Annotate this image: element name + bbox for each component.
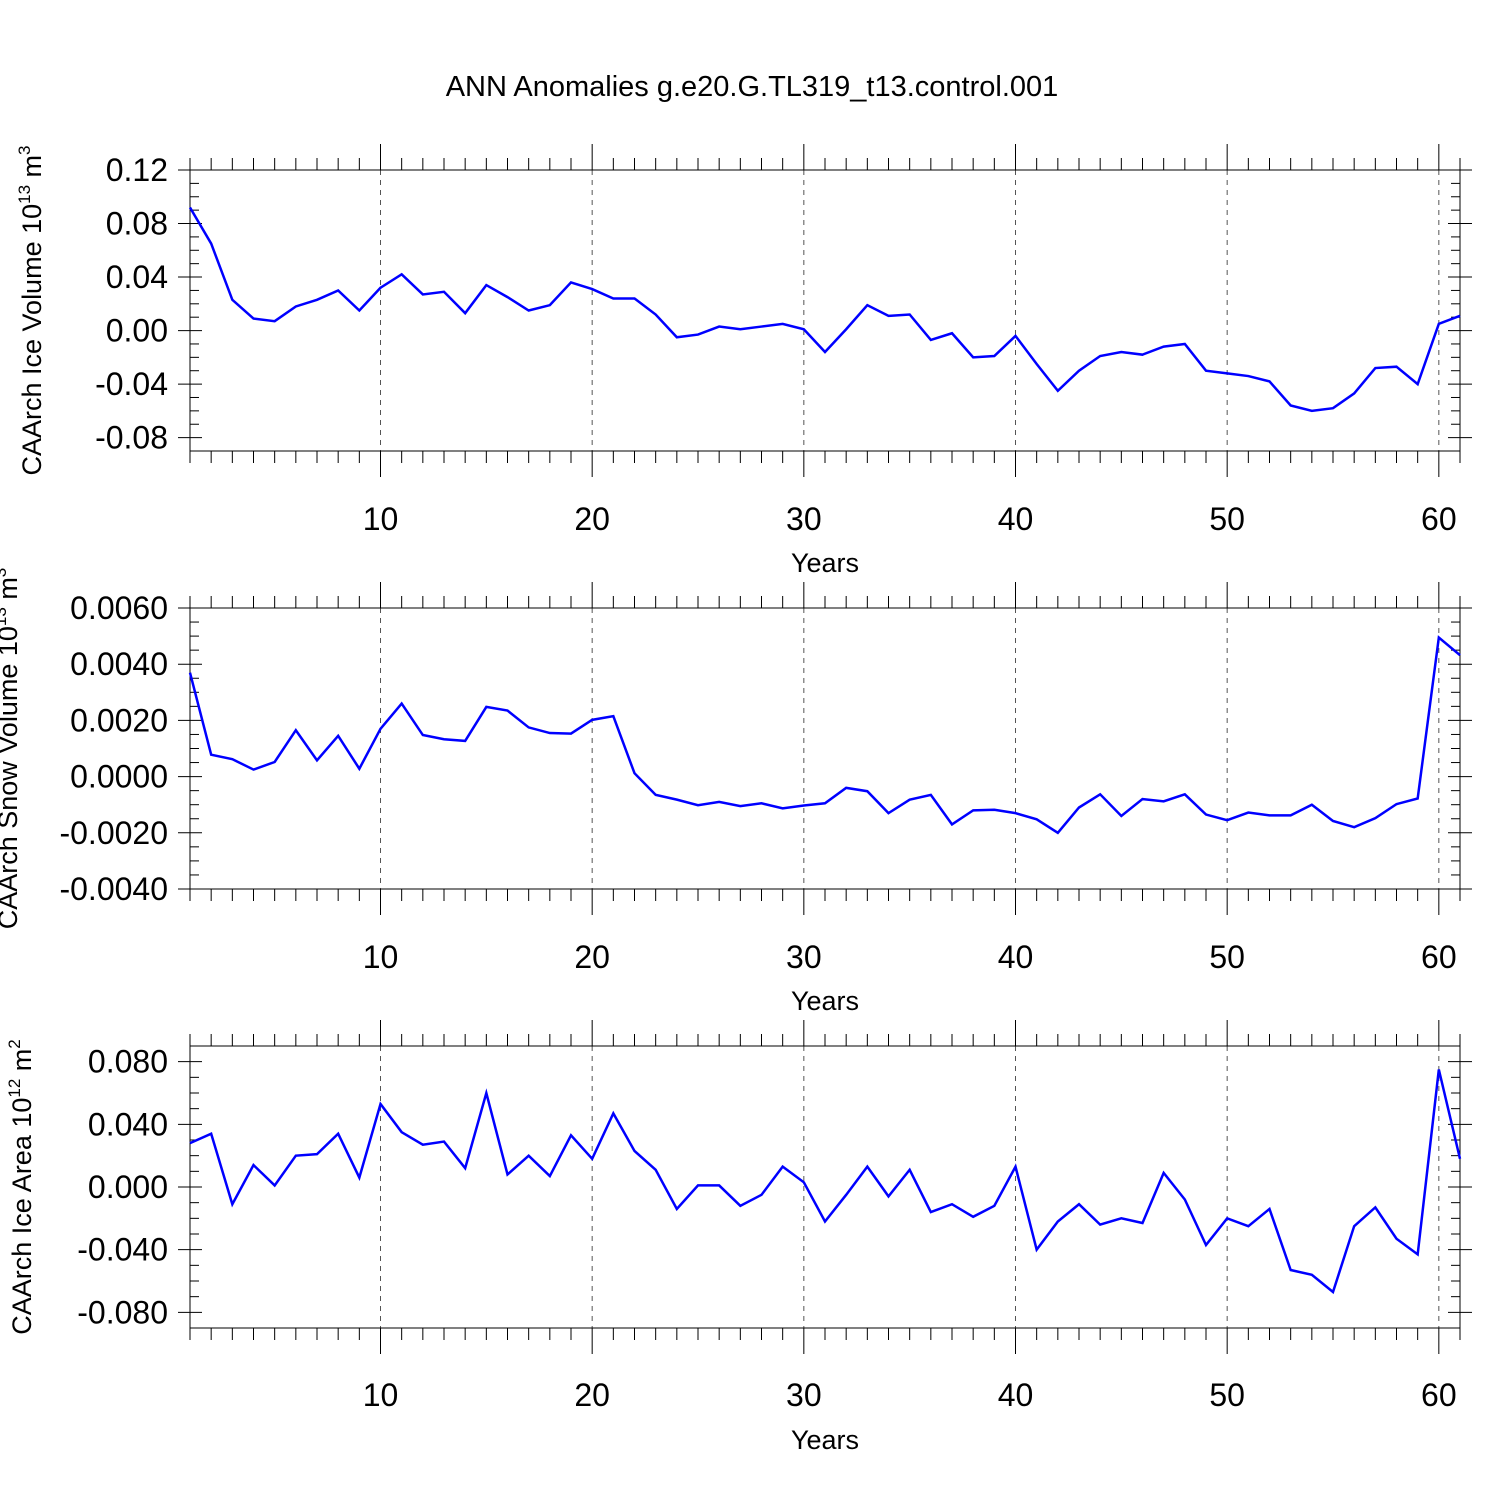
panel-2: -0.0040 -0.0020 0.0000 0.0020 0.0040 0.0060 10… — [0, 568, 1472, 1016]
y-axis-title-unit: m — [17, 155, 47, 185]
y-tick-label: 0.000 — [88, 1169, 168, 1205]
y-axis-title-exponent: 12 — [5, 1079, 24, 1098]
y-tick-label: 0.0040 — [70, 646, 168, 682]
chart-panels: -0.08 -0.04 0.00 0.04 0.08 0.12 10 20 30 40 50 60 Ye… — [0, 144, 1472, 1455]
x-tick-label: 20 — [574, 501, 610, 537]
y-tick-label: 0.0020 — [70, 702, 168, 738]
y-axis-title-unit-exponent: 3 — [0, 568, 10, 577]
y-tick-label: -0.0020 — [59, 815, 168, 851]
y-axis-title-unit: m — [7, 1049, 37, 1079]
series-line — [188, 206, 1461, 413]
x-tick-label: 20 — [574, 1377, 610, 1413]
y-axis-title-exponent: 13 — [0, 607, 10, 626]
y-tick-label: 0.12 — [106, 152, 168, 188]
series-line — [189, 1069, 1462, 1295]
y-axis-title: CAArch Ice Volume 1013 m3 — [15, 145, 47, 475]
y-axis-title-text: CAArch Ice Volume 10 — [17, 204, 47, 476]
y-tick-label: 0.04 — [106, 259, 168, 295]
x-tick-label: 50 — [1209, 501, 1245, 537]
x-tick-label: 60 — [1421, 939, 1457, 975]
chart-title: ANN Anomalies g.e20.G.TL319_t13.control.… — [446, 71, 1059, 103]
x-tick-label: 10 — [363, 939, 399, 975]
x-tick-label: 30 — [786, 939, 822, 975]
y-tick-label: 0.040 — [88, 1106, 168, 1142]
series-line — [188, 635, 1461, 835]
x-tick-label: 60 — [1421, 501, 1457, 537]
y-tick-label: -0.080 — [77, 1294, 168, 1330]
y-tick-label: -0.08 — [95, 420, 168, 456]
x-axis-title: Years — [791, 548, 859, 578]
x-tick-label: 10 — [363, 501, 399, 537]
y-axis-title-exponent: 13 — [15, 185, 34, 204]
x-tick-label: 50 — [1209, 1377, 1245, 1413]
x-tick-label: 30 — [786, 501, 822, 537]
y-tick-label: 0.0000 — [70, 759, 168, 795]
y-tick-label: 0.080 — [88, 1044, 168, 1080]
y-tick-label: 0.0060 — [70, 590, 168, 626]
x-tick-label: 40 — [998, 501, 1034, 537]
y-axis-title-text: CAArch Ice Area 10 — [7, 1098, 37, 1335]
y-tick-label: -0.040 — [77, 1232, 168, 1268]
panel-3: -0.080 -0.040 0.000 0.040 0.080 10 20 30 40 50 60 Y… — [5, 1020, 1472, 1455]
x-tick-label: 40 — [998, 939, 1034, 975]
panel-1: -0.08 -0.04 0.00 0.04 0.08 0.12 10 20 30 40 50 60 Ye… — [15, 144, 1472, 578]
x-axis-title: Years — [791, 1425, 859, 1455]
x-tick-label: 60 — [1421, 1377, 1457, 1413]
y-axis-title: CAArch Snow Volume 1013 m3 — [0, 568, 23, 930]
y-tick-label: 0.00 — [106, 313, 168, 349]
x-tick-label: 30 — [786, 1377, 822, 1413]
y-tick-label: -0.0040 — [59, 871, 168, 907]
y-axis-title: CAArch Ice Area 1012 m2 — [5, 1039, 37, 1335]
y-axis-title-unit-exponent: 2 — [5, 1039, 24, 1048]
x-tick-label: 10 — [363, 1377, 399, 1413]
y-tick-label: -0.04 — [95, 366, 168, 402]
x-axis-title: Years — [791, 986, 859, 1016]
x-tick-label: 20 — [574, 939, 610, 975]
y-tick-label: 0.08 — [106, 206, 168, 242]
x-tick-label: 40 — [998, 1377, 1034, 1413]
y-axis-title-text: CAArch Snow Volume 10 — [0, 626, 23, 929]
x-tick-label: 50 — [1209, 939, 1245, 975]
y-axis-title-unit: m — [0, 577, 23, 607]
y-axis-title-unit-exponent: 3 — [15, 145, 34, 154]
